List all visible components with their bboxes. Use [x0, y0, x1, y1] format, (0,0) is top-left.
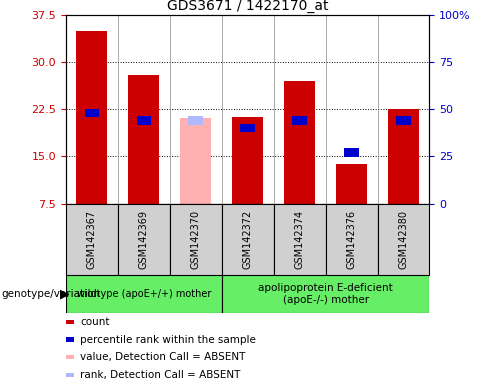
- Text: percentile rank within the sample: percentile rank within the sample: [81, 334, 256, 344]
- Bar: [344, 149, 359, 157]
- Bar: [396, 116, 411, 125]
- Bar: [84, 109, 99, 118]
- Bar: [284, 81, 315, 204]
- Bar: [180, 118, 211, 204]
- Text: count: count: [81, 317, 110, 327]
- Text: GSM142369: GSM142369: [139, 210, 149, 268]
- Bar: [170, 204, 222, 275]
- Bar: [118, 204, 170, 275]
- Text: GSM142376: GSM142376: [346, 210, 357, 268]
- Bar: [378, 204, 429, 275]
- Bar: [66, 275, 222, 313]
- Bar: [66, 338, 74, 342]
- Bar: [274, 204, 325, 275]
- Bar: [292, 116, 307, 125]
- Text: GSM142370: GSM142370: [191, 210, 201, 268]
- Bar: [232, 117, 263, 204]
- Text: GSM142372: GSM142372: [243, 209, 253, 269]
- Bar: [66, 320, 74, 324]
- Bar: [66, 355, 74, 359]
- Bar: [188, 116, 203, 125]
- Bar: [388, 109, 419, 204]
- Bar: [222, 275, 429, 313]
- Text: ▶: ▶: [60, 287, 69, 300]
- Text: wildtype (apoE+/+) mother: wildtype (apoE+/+) mother: [77, 289, 211, 299]
- Bar: [222, 204, 274, 275]
- Bar: [241, 124, 255, 132]
- Bar: [336, 164, 367, 204]
- Text: apolipoprotein E-deficient
(apoE-/-) mother: apolipoprotein E-deficient (apoE-/-) mot…: [258, 283, 393, 305]
- Bar: [325, 204, 378, 275]
- Title: GDS3671 / 1422170_at: GDS3671 / 1422170_at: [167, 0, 328, 13]
- Bar: [137, 116, 151, 125]
- Bar: [66, 204, 118, 275]
- Text: GSM142374: GSM142374: [295, 210, 305, 268]
- Text: GSM142380: GSM142380: [399, 210, 408, 268]
- Text: rank, Detection Call = ABSENT: rank, Detection Call = ABSENT: [81, 370, 241, 380]
- Bar: [66, 373, 74, 377]
- Bar: [128, 75, 160, 204]
- Text: value, Detection Call = ABSENT: value, Detection Call = ABSENT: [81, 353, 246, 362]
- Bar: [76, 31, 107, 204]
- Text: genotype/variation: genotype/variation: [1, 289, 100, 299]
- Text: GSM142367: GSM142367: [87, 210, 97, 268]
